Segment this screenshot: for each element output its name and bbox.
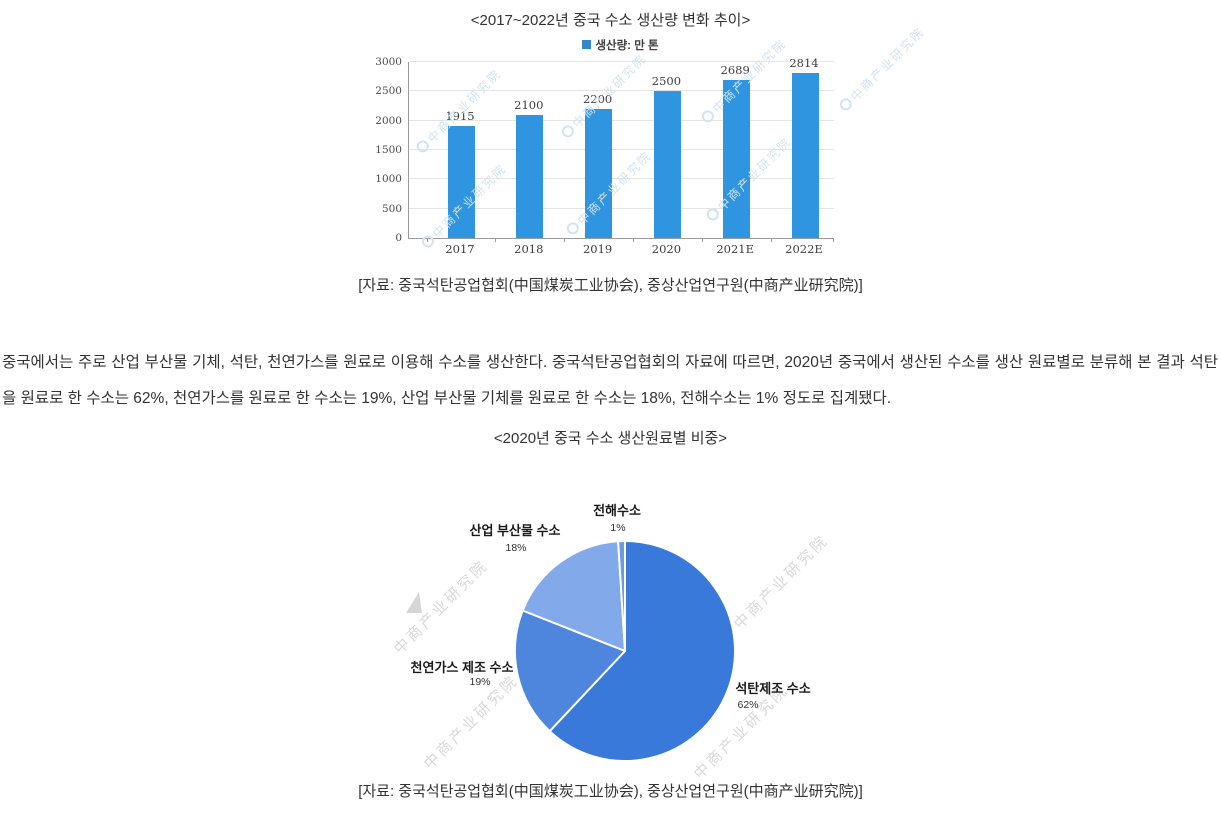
gridline [409,119,834,121]
x-axis-tick-label: 2017 [445,242,475,256]
pie-slice-percentage: 1% [610,522,625,534]
gridline [409,90,834,92]
pie-chart-title: <2020년 중국 수소 생산원료별 비중> [493,430,728,447]
bar [653,91,681,238]
bar-chart-title: <2017~2022년 중국 수소 생산량 변화 추이> [470,12,751,29]
bar-value-label: 2500 [651,74,682,89]
bar-chart-legend: 생산량: 만 톤 [408,37,833,53]
pie-slice [521,540,626,652]
gridline [409,149,834,150]
x-axis-tick-mark [495,238,497,242]
pie-slice-percentage: 62% [737,699,758,711]
x-axis-tick-label: 2022E [785,242,823,256]
bar-value-label: 2814 [789,55,819,70]
bar [447,125,475,238]
y-axis-tick-label: 3000 [375,56,402,68]
bar-chart-source: [자료: 중국석탄공업협회(中国煤炭工业协会), 중상산업연구원(中商产业研究院… [358,277,863,294]
y-axis-tick-label: 1500 [375,144,402,156]
pie-slice-percentage: 19% [469,676,490,688]
gridline [409,207,834,209]
x-axis-tick-label: 2018 [514,242,544,256]
y-axis-tick-label: 2500 [375,85,402,98]
pie-slice-percentage: 18% [505,542,526,554]
x-axis-tick-mark [564,238,566,242]
x-axis-tick-label: 2021E [716,242,755,256]
pie-slice [548,540,736,762]
legend-swatch-icon [582,40,592,49]
x-axis-tick-mark [426,238,428,242]
bar-value-label: 2689 [720,63,750,78]
gridline [409,178,834,180]
pie-slice [617,539,626,652]
watermark-logo-icon [419,232,437,250]
bar-plot-area [408,61,834,242]
pie-slice-label: 석탄제조 수소 [735,681,810,696]
bar-value-label: 2100 [514,97,544,112]
x-axis-tick-mark [633,238,634,242]
x-axis-tick-mark [701,238,703,242]
y-axis-tick-label: 500 [381,202,402,215]
watermark-logo-icon [406,592,422,613]
watermark-text: 中商产业研究院 [836,23,928,115]
pie-chart-source: [자료: 중국석탄공업협회(中国煤炭工业协会), 중상산업연구원(中商产业研究院… [358,783,863,800]
y-axis-tick-label: 2000 [375,114,402,127]
bar-value-label: 1915 [445,108,475,123]
y-axis-tick-label: 1000 [375,173,402,186]
pie-slice-label: 산업 부산물 수소 [470,523,561,538]
x-axis-tick-label: 2019 [582,242,613,256]
bar-chart-figure: 생산량: 만 톤 0 500 1000 1500 2000 2500 3000 1915 201… [370,24,927,272]
bar [585,108,613,238]
watermark-text: 中商产业研究院 [730,531,832,633]
watermark-logo-icon [837,95,855,113]
x-axis-tick-mark [833,238,834,242]
bar-value-label: 2200 [582,91,613,106]
watermark-text: 中商产业研究院 [390,556,492,658]
bar [722,80,750,238]
legend-label: 생산량: 만 톤 [595,40,659,52]
gridline [409,61,834,62]
x-axis-tick-label: 2020 [651,242,682,256]
pie-slice-label: 전해수소 [593,503,641,518]
body-paragraph: 중국에서는 주로 산업 부산물 기체, 석탄, 천연가스를 원료로 이용해 수소… [2,353,1218,407]
bar [516,114,544,238]
y-axis-tick-label: 0 [395,232,402,244]
pie-slice-label: 천연가스 제조 수소 [411,660,514,675]
x-axis-tick-mark [770,238,772,242]
bar [791,72,819,238]
